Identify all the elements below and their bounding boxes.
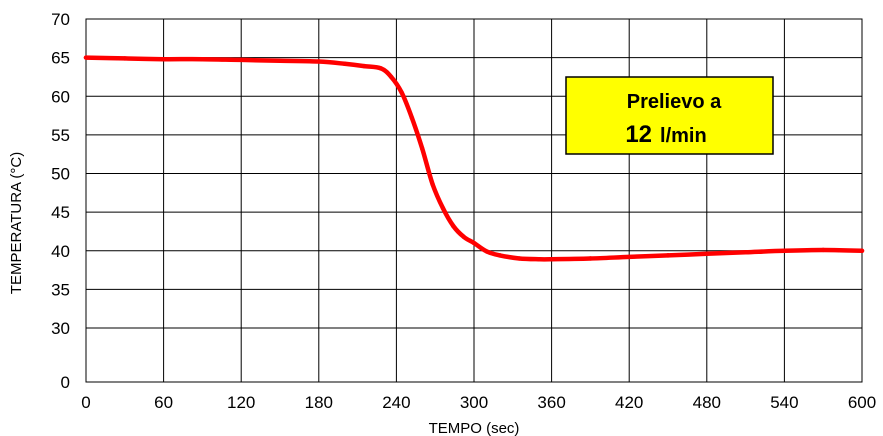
- data-point: [389, 74, 394, 80]
- data-point: [399, 90, 404, 95]
- y-tick-label: 50: [51, 165, 70, 184]
- x-tick-label: 600: [848, 393, 876, 412]
- y-tick-label: 65: [51, 49, 70, 68]
- data-point: [704, 251, 709, 257]
- x-tick-label: 300: [460, 393, 488, 412]
- data-point: [517, 256, 522, 261]
- data-point: [277, 58, 283, 63]
- temperature-series-line: [83, 55, 865, 262]
- y-tick-label: 45: [51, 203, 70, 222]
- data-point: [484, 249, 490, 254]
- data-point: [430, 182, 435, 187]
- x-tick-label: 540: [770, 393, 798, 412]
- data-point: [420, 146, 425, 151]
- x-tick-label: 0: [81, 393, 90, 412]
- data-point: [859, 248, 865, 253]
- y-tick-label: 70: [51, 10, 70, 29]
- data-point: [451, 223, 456, 229]
- x-tick-label: 480: [693, 393, 721, 412]
- annotation-line-2: 12 l/min: [625, 121, 706, 148]
- data-point: [743, 250, 748, 255]
- y-tick-label: 0: [61, 373, 70, 392]
- data-point: [440, 206, 446, 211]
- data-point: [536, 257, 541, 262]
- x-tick-label: 240: [382, 393, 410, 412]
- data-point: [342, 61, 347, 67]
- data-point: [782, 248, 787, 253]
- data-point: [627, 254, 632, 260]
- annotation-line-1: Prelievo a: [627, 91, 722, 113]
- y-axis-title: TEMPERATURA (°C): [8, 152, 25, 294]
- y-tick-label: 30: [51, 319, 70, 338]
- data-point: [409, 115, 415, 121]
- plot-area-frame: [85, 18, 863, 383]
- data-point: [665, 253, 671, 258]
- y-tick-label: 55: [51, 126, 70, 145]
- data-point: [239, 57, 244, 63]
- x-tick-label: 180: [305, 393, 333, 412]
- x-tick-label: 120: [227, 393, 255, 412]
- y-tick-label: 35: [51, 280, 70, 299]
- data-point: [378, 66, 384, 71]
- data-point: [316, 59, 321, 64]
- x-axis-ticks: 0 60 120 180 240 300 360 420 480 540 600: [81, 393, 876, 412]
- annotation-box-background: [565, 76, 774, 155]
- data-point: [497, 253, 503, 258]
- data-point: [83, 55, 89, 60]
- data-point: [821, 247, 826, 253]
- data-point: [361, 63, 367, 69]
- annotation-flow-unit: l/min: [660, 125, 707, 147]
- x-axis-title: TEMPO (sec): [429, 420, 520, 436]
- data-point: [471, 240, 477, 246]
- x-tick-label: 60: [154, 393, 173, 412]
- y-tick-label: 40: [51, 242, 70, 261]
- y-tick-label: 60: [51, 87, 70, 106]
- x-tick-label: 360: [537, 393, 565, 412]
- temperature-series-points: [83, 55, 865, 262]
- data-point: [549, 257, 554, 262]
- grid: [85, 18, 863, 383]
- data-point: [200, 56, 205, 62]
- data-point: [122, 56, 128, 61]
- y-axis-ticks: 0 30 35 40 45 50 55 60 65 70: [51, 10, 70, 392]
- data-point: [588, 256, 593, 261]
- data-point: [461, 234, 466, 240]
- x-tick-label: 420: [615, 393, 643, 412]
- data-point: [161, 56, 166, 62]
- annotation-box: Prelievo a 12 l/min: [565, 76, 774, 155]
- annotation-flow-value: 12: [625, 121, 652, 148]
